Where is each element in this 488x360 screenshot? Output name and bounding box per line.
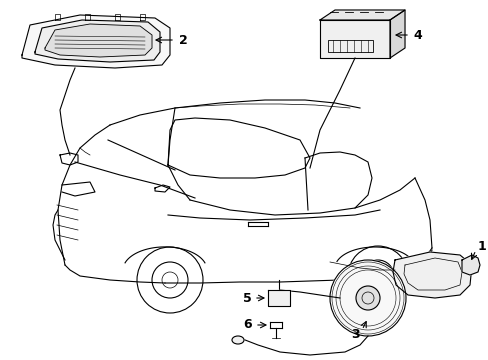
Polygon shape [45, 24, 152, 57]
Polygon shape [389, 10, 404, 58]
Polygon shape [319, 10, 404, 20]
Text: 2: 2 [178, 33, 187, 46]
Polygon shape [22, 15, 170, 68]
Text: 5: 5 [242, 292, 251, 305]
Polygon shape [155, 185, 170, 192]
Text: 1: 1 [477, 239, 486, 252]
Text: 3: 3 [351, 328, 360, 342]
Bar [267, 290, 289, 306]
Text: 6: 6 [243, 319, 252, 332]
Bar [327, 40, 372, 52]
Polygon shape [392, 252, 471, 298]
Circle shape [329, 260, 405, 336]
Polygon shape [35, 20, 160, 62]
Polygon shape [461, 255, 479, 275]
Polygon shape [319, 20, 389, 58]
Text: 4: 4 [413, 28, 422, 41]
Ellipse shape [231, 336, 244, 344]
Circle shape [355, 286, 379, 310]
